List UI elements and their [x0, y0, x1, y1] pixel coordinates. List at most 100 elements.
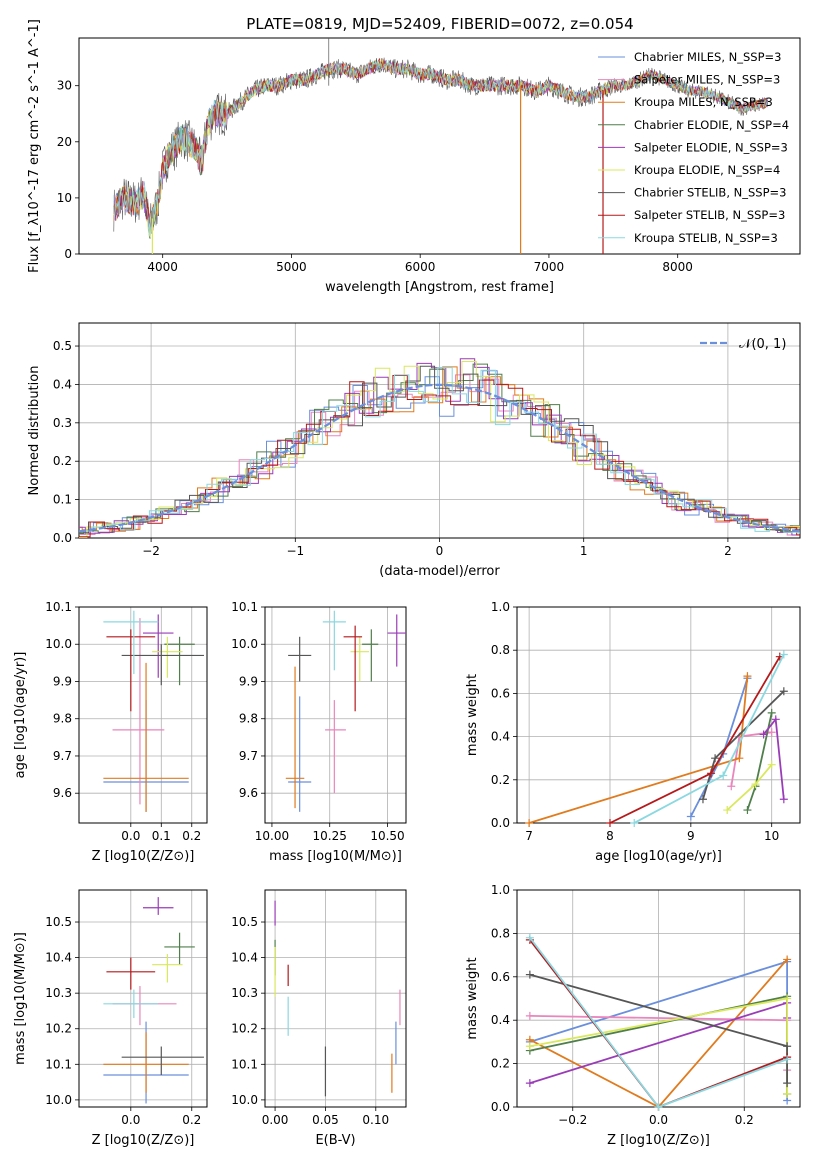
x-tick-label: 0.00	[262, 1113, 289, 1127]
weight-point	[783, 1089, 792, 1098]
y-tick-label: 9.8	[53, 712, 72, 726]
mass-vs-metallicity-chart: 0.0 0.2 10.0 10.1 10.2 10.3 10.4 10.5 Z [log10(Z…	[13, 889, 208, 1148]
y-axis-label: Flux [f_λ10^-17 erg cm^-2 s^-1 A^-1]	[27, 19, 42, 273]
y-tick-label: 9.7	[239, 749, 258, 763]
y-tick-label: 10.0	[231, 637, 258, 651]
plot-frame	[516, 606, 801, 824]
weight-point	[525, 1079, 534, 1088]
weight-point	[525, 970, 534, 979]
y-tick-label: 0.0	[491, 816, 510, 830]
y-tick-label: 9.6	[239, 786, 258, 800]
weight-point	[735, 754, 744, 763]
weight-series-7	[609, 656, 781, 824]
plot-frame	[264, 606, 407, 824]
y-tick-label: 0.8	[491, 926, 510, 940]
weight-point	[783, 1079, 792, 1088]
weight-point	[707, 769, 716, 778]
y-tick-label: 10.0	[231, 1093, 258, 1107]
plot-frame	[78, 889, 208, 1108]
x-tick-label: 0.2	[735, 1113, 754, 1127]
weight-point	[525, 1011, 534, 1020]
legend-label: Salpeter ELODIE, N_SSP=3	[634, 140, 788, 154]
weight-point	[767, 728, 776, 737]
weight-point	[767, 760, 776, 769]
y-tick-label: 0.2	[491, 773, 510, 787]
x-tick-label: 10	[764, 829, 779, 843]
x-tick-label: 0.2	[182, 829, 201, 843]
x-tick-label: 10.50	[370, 829, 404, 843]
y-tick-label: 0.4	[53, 377, 72, 391]
weight-point	[605, 819, 614, 827]
y-tick-label: 10.1	[231, 1057, 258, 1071]
y-tick-label: 9.7	[53, 749, 72, 763]
x-tick-label: 8000	[662, 260, 693, 274]
histogram-series-8	[79, 367, 800, 534]
legend-label: Chabrier ELODIE, N_SSP=4	[634, 118, 789, 132]
weight-series-8	[633, 654, 785, 824]
weight-point	[525, 933, 534, 942]
x-axis-label: E(B-V)	[315, 1133, 355, 1148]
weight-point	[686, 812, 695, 821]
y-tick-label: 9.9	[239, 674, 258, 688]
plot-frame	[264, 889, 407, 1108]
y-tick-label: 0.2	[491, 1057, 510, 1071]
weight-point	[727, 782, 736, 791]
x-tick-label: 0.05	[312, 1113, 339, 1127]
y-tick-label: 10.4	[231, 951, 258, 965]
legend-label: Salpeter STELIB, N_SSP=3	[634, 208, 785, 222]
weight-point	[630, 819, 639, 827]
weight-point	[525, 819, 534, 827]
weight-point	[783, 1055, 792, 1064]
weight-series-3	[746, 712, 773, 811]
y-tick-label: 10.0	[45, 637, 72, 651]
x-axis-label: mass [log10(M/M⊙)]	[269, 849, 402, 864]
x-tick-label: 9	[687, 829, 695, 843]
mass-vs-ebv-chart: 0.00 0.05 0.10 10.0 10.1 10.2 10.3 10.4 10.5 E(B-…	[231, 889, 407, 1148]
y-tick-label: 0.0	[53, 531, 72, 545]
x-tick-label: −1	[286, 544, 304, 558]
y-tick-label: 10.3	[231, 986, 258, 1000]
y-tick-label: 0.4	[491, 730, 510, 744]
x-tick-label: 4000	[147, 260, 178, 274]
normal-reference-curve	[79, 383, 800, 533]
residuals-chart: −2 −1 0 1 2 0.0 0.1 0.2 0.3 0.4 0.5 (data-model)/er…	[27, 322, 801, 579]
legend-label: Kroupa ELODIE, N_SSP=4	[634, 163, 780, 177]
legend-label: Chabrier STELIB, N_SSP=3	[634, 186, 786, 200]
age-vs-metallicity-chart: 0.0 0.1 0.2 9.6 9.7 9.8 9.9 10.0 10.1 Z [log10(Z/…	[13, 600, 208, 864]
y-tick-label: 30	[57, 79, 72, 93]
x-tick-label: 1	[580, 544, 588, 558]
y-tick-label: 9.9	[53, 674, 72, 688]
weight-point	[783, 994, 792, 1003]
x-tick-label: 10.25	[313, 829, 347, 843]
spectrum-series-5	[113, 58, 768, 238]
weight-point	[783, 955, 792, 964]
weight-point	[783, 1042, 792, 1051]
x-tick-label: 0.2	[182, 1113, 201, 1127]
x-tick-label: 0.0	[121, 1113, 140, 1127]
y-tick-label: 10.4	[45, 951, 72, 965]
histogram-series-7	[79, 375, 800, 538]
weight-point	[743, 806, 752, 815]
age-vs-mass-chart: 10.00 10.25 10.50 9.6 9.7 9.8 9.9 10.0 10.1 mass …	[231, 600, 407, 864]
weight-vs-metallicity-chart: −0.2 0.0 0.2 0.0 0.2 0.4 0.6 0.8 1.0 Z [log10(Z/Z…	[465, 883, 801, 1148]
x-tick-label: 0	[436, 544, 444, 558]
y-tick-label: 0.8	[491, 643, 510, 657]
spectrum-chart: 4000 5000 6000 7000 8000 0 10 20 30 wavelength [A…	[27, 19, 801, 295]
x-axis-label: Z [log10(Z/Z⊙)]	[92, 1133, 195, 1148]
y-tick-label: 0.3	[53, 416, 72, 430]
weight-series-2	[528, 676, 749, 824]
legend-label: Salpeter MILES, N_SSP=3	[634, 73, 780, 87]
y-tick-label: 0.5	[53, 339, 72, 353]
y-tick-label: 0.6	[491, 686, 510, 700]
x-tick-label: 2	[724, 544, 732, 558]
y-tick-label: 1.0	[491, 600, 510, 614]
y-axis-label: mass weight	[465, 674, 480, 756]
weight-point	[711, 754, 720, 763]
x-tick-label: −2	[142, 544, 160, 558]
x-tick-label: 6000	[405, 260, 436, 274]
x-axis-label: (data-model)/error	[379, 564, 500, 579]
y-tick-label: 1.0	[491, 883, 510, 897]
plot-frame	[78, 37, 801, 255]
weight-point	[719, 771, 728, 780]
